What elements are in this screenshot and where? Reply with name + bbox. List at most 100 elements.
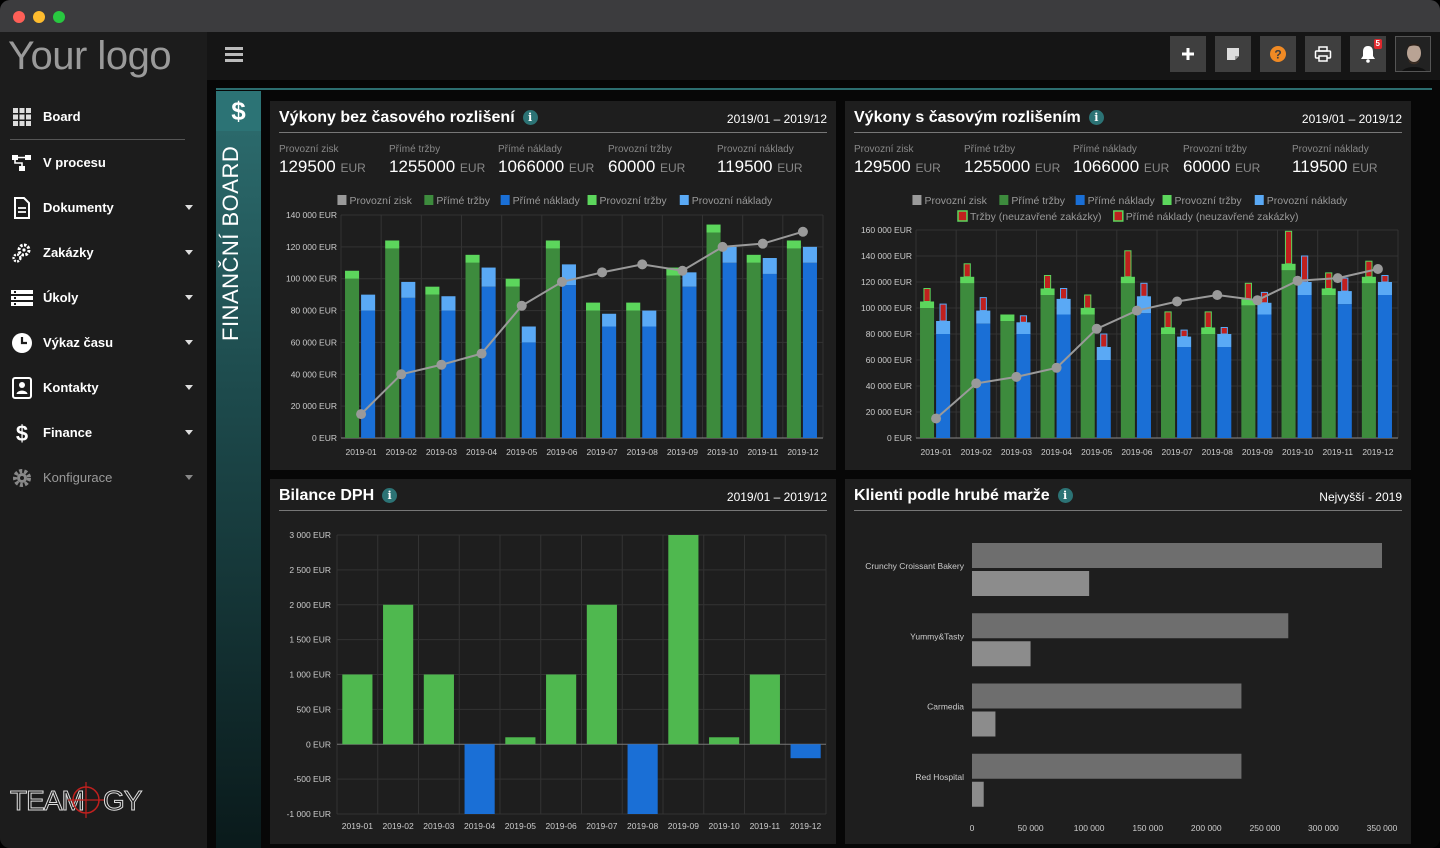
sidebar-item-board[interactable]: Board — [0, 94, 207, 139]
y-tick-label: Carmedia — [927, 702, 964, 712]
bar-prime-naklady — [802, 262, 817, 438]
bar-naklady-neuzavrene — [1301, 255, 1309, 283]
title-bar — [0, 0, 1440, 32]
y-tick-label: 500 EUR — [297, 704, 332, 714]
chart-vykony-s: Provozní zisk Přímé tržby Přímé náklady Pro… — [861, 195, 1399, 457]
bar-prime-naklady — [1217, 347, 1232, 438]
point-provozni-zisk — [717, 241, 728, 252]
minimize-window-button[interactable] — [33, 11, 45, 23]
y-tick-label: 20 000 EUR — [866, 407, 912, 417]
bar-provozni-naklady — [1177, 336, 1192, 347]
legend-label-provozni-naklady: Provozní náklady — [1267, 195, 1348, 207]
point-provozni-zisk — [1091, 323, 1102, 334]
panel-header: Výkony s časovým rozlišením i 2019/01 – 2… — [854, 101, 1402, 133]
kpi-prime-trzby: Přímé tržby 1255000 EUR — [964, 144, 1060, 177]
point-provozni-zisk — [597, 267, 608, 278]
y-tick-label: 120 000 EUR — [861, 277, 912, 287]
sidebar-item-kontakty[interactable]: Kontakty — [0, 365, 207, 410]
info-icon[interactable]: i — [1088, 110, 1104, 125]
info-icon[interactable]: i — [1057, 488, 1073, 503]
info-icon[interactable]: i — [382, 488, 398, 503]
bar-trzby-neuzavrene — [1084, 294, 1092, 309]
point-provozni-zisk — [1372, 264, 1383, 274]
bar-naklady-neuzavrene — [1220, 327, 1228, 335]
kpi-label: Provozní tržby — [1183, 144, 1247, 155]
kpi-unit: EUR — [660, 161, 686, 175]
clock-icon — [10, 331, 34, 355]
bar-naklady-neuzavrene — [1100, 333, 1108, 348]
user-avatar[interactable] — [1395, 36, 1431, 72]
x-tick-label: 2019-12 — [1362, 447, 1393, 457]
close-window-button[interactable] — [13, 11, 25, 23]
hamburger-menu-icon[interactable] — [225, 47, 243, 62]
notifications-button[interactable]: 5 — [1350, 36, 1386, 72]
kpi-value: 119500 — [1292, 157, 1348, 176]
x-tick-label: 200 000 — [1191, 823, 1222, 833]
point-provozni-zisk — [556, 276, 567, 287]
bar-provozni-trzby — [1321, 288, 1336, 295]
sidebar-item-zakazky[interactable]: Zakázky — [0, 230, 207, 275]
legend-label-prime-trzby: Přímé tržby — [436, 195, 490, 207]
panel-title: Výkony bez časového rozlišení i — [279, 109, 538, 127]
section-tab: $ FINANČNÍ BOARD — [216, 91, 261, 848]
svg-text:GY: GY — [103, 785, 143, 816]
sidebar-item-finance[interactable]: $ Finance — [0, 410, 207, 455]
point-provozni-zisk — [1011, 371, 1022, 382]
point-provozni-zisk — [971, 378, 982, 389]
maximize-window-button[interactable] — [53, 11, 65, 23]
bar-naklady-neuzavrene — [979, 297, 987, 312]
legend-swatch-prime-naklady-neuzavrene-zakazky — [1113, 210, 1124, 222]
x-tick-label: 2019-12 — [790, 821, 821, 831]
sidebar-item-v-procesu[interactable]: V procesu — [0, 140, 207, 185]
bar-prime-naklady — [1337, 304, 1352, 438]
x-tick-label: 2019-09 — [668, 821, 699, 831]
top-bar: ? 5 — [207, 32, 1440, 80]
kpi-unit: EUR — [777, 161, 803, 175]
legend-swatch-provozni-naklady — [679, 195, 689, 205]
bar-trzby-neuzavrene — [1164, 311, 1172, 328]
add-button[interactable] — [1170, 36, 1206, 72]
panel-date-range: Nejvyšší - 2019 — [1319, 490, 1402, 504]
kpi-unit: EUR — [915, 161, 941, 175]
bar-provozni-trzby — [1120, 276, 1135, 284]
bar-prime-naklady — [561, 285, 576, 438]
point-provozni-zisk — [436, 359, 447, 370]
svg-text:?: ? — [1274, 48, 1281, 62]
y-tick-label: 1 000 EUR — [289, 670, 331, 680]
notification-badge: 5 — [1373, 39, 1382, 49]
sidebar-item-vykaz-casu[interactable]: Výkaz času — [0, 320, 207, 365]
sidebar-item-label: Výkaz času — [43, 335, 114, 350]
panel-title: Klienti podle hrubé marže i — [854, 487, 1073, 505]
legend-swatch-provozni-zisk — [912, 195, 922, 205]
bar-prime-trzby — [746, 262, 761, 438]
kpi-value: 60000 — [1183, 157, 1231, 176]
kpi-provozni-zisk: Provozní zisk 129500 EUR — [279, 144, 366, 177]
help-button[interactable]: ? — [1260, 36, 1296, 72]
bar-provozni-trzby — [1361, 276, 1376, 284]
bar-naklady-neuzavrene — [1060, 288, 1068, 300]
panel-bilance-dph: Bilance DPH i 2019/01 – 2019/12 -1 000 EU… — [270, 479, 836, 844]
bar-provozni-trzby — [786, 240, 801, 249]
bar-prime-trzby — [1321, 295, 1336, 438]
sidebar-item-konfigurace[interactable]: Konfigurace — [0, 455, 207, 500]
chevron-down-icon — [185, 430, 193, 435]
x-tick-label: 2019-10 — [1282, 447, 1313, 457]
y-tick-label: -500 EUR — [294, 774, 331, 784]
point-provozni-zisk — [1212, 290, 1223, 300]
legend-swatch-prime-trzby — [999, 195, 1009, 205]
bar-prime-trzby — [1241, 305, 1256, 438]
point-provozni-zisk — [931, 413, 942, 424]
print-button[interactable] — [1305, 36, 1341, 72]
grid-icon — [10, 105, 34, 129]
bar-klient-trzby — [972, 683, 1242, 709]
info-icon[interactable]: i — [522, 110, 538, 125]
sidebar-item-ukoly[interactable]: Úkoly — [0, 275, 207, 320]
logo[interactable]: Your logo — [8, 34, 172, 78]
x-tick-label: 2019-09 — [667, 447, 698, 457]
sidebar-item-dokumenty[interactable]: Dokumenty — [0, 185, 207, 230]
svg-text:$: $ — [16, 421, 28, 445]
legend-label-provozni-zisk: Provozní zisk — [349, 195, 412, 207]
notes-button[interactable] — [1215, 36, 1251, 72]
y-tick-label: 0 EUR — [312, 433, 337, 443]
